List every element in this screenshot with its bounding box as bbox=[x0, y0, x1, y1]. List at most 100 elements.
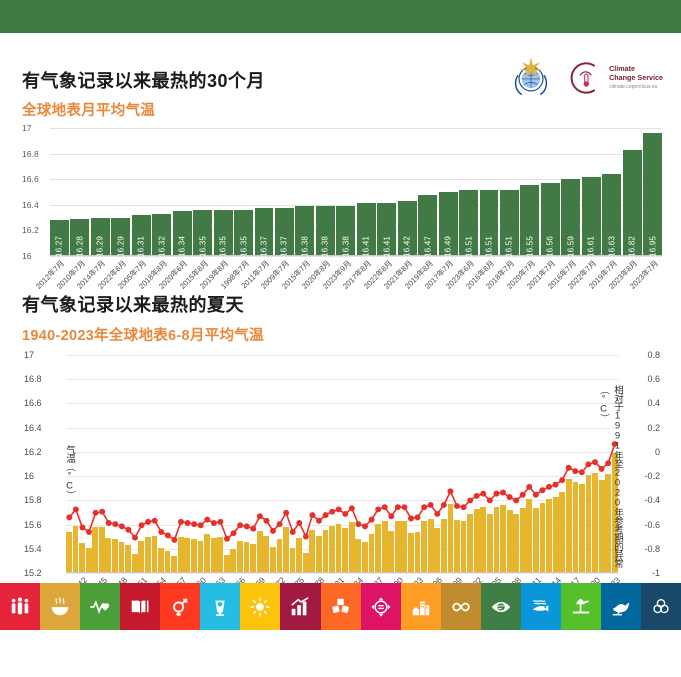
chart2-bar[interactable] bbox=[388, 530, 395, 572]
chart1-bar[interactable]: 16.41 bbox=[356, 202, 376, 257]
chart1-bar[interactable]: 16.47 bbox=[418, 194, 438, 257]
chart2-data-point[interactable] bbox=[197, 522, 204, 529]
chart2-bar[interactable] bbox=[250, 544, 256, 572]
sdg-6-clean-water-icon[interactable] bbox=[200, 583, 241, 630]
chart2-bar[interactable] bbox=[296, 538, 303, 572]
chart2-bar[interactable] bbox=[460, 521, 467, 572]
chart2-data-point[interactable] bbox=[217, 518, 224, 525]
chart2-data-point[interactable] bbox=[434, 510, 441, 517]
chart2-bar[interactable] bbox=[526, 499, 533, 572]
chart1-bar[interactable]: 16.29 bbox=[90, 217, 110, 257]
chart2-data-point[interactable] bbox=[191, 521, 198, 528]
chart2-bar[interactable] bbox=[151, 535, 158, 572]
sdg-3-good-health-icon[interactable] bbox=[80, 583, 121, 630]
chart2-data-point[interactable] bbox=[381, 504, 388, 511]
chart2-bar[interactable] bbox=[414, 532, 421, 572]
chart1-bar[interactable]: 16.63 bbox=[602, 174, 622, 257]
sdg-5-gender-equality-icon[interactable] bbox=[160, 583, 201, 630]
chart2-data-point[interactable] bbox=[92, 509, 99, 516]
chart2-bar[interactable] bbox=[440, 518, 447, 572]
chart2-bar[interactable] bbox=[355, 539, 362, 572]
chart1-bar[interactable]: 16.37 bbox=[254, 207, 274, 257]
chart2-data-point[interactable] bbox=[79, 524, 86, 531]
chart1-bar[interactable]: 16.35 bbox=[193, 210, 213, 257]
chart2-bar[interactable] bbox=[98, 527, 105, 572]
chart2-bar[interactable] bbox=[243, 541, 250, 572]
chart2-data-point[interactable] bbox=[605, 460, 612, 467]
chart2-bar[interactable] bbox=[565, 478, 572, 572]
chart2-data-point[interactable] bbox=[171, 536, 178, 543]
chart2-data-point[interactable] bbox=[552, 481, 559, 488]
chart2-bar[interactable] bbox=[309, 529, 316, 572]
chart2-data-point[interactable] bbox=[322, 512, 329, 519]
chart2-data-point[interactable] bbox=[289, 529, 296, 535]
chart2-bar[interactable] bbox=[500, 505, 506, 572]
chart2-data-point[interactable] bbox=[401, 504, 408, 511]
chart2-data-point[interactable] bbox=[178, 518, 184, 525]
chart2-bar[interactable] bbox=[322, 529, 329, 572]
chart2-data-point[interactable] bbox=[125, 526, 132, 533]
chart2-bar[interactable] bbox=[342, 528, 349, 572]
chart2-data-point[interactable] bbox=[421, 504, 428, 511]
chart2-bar[interactable] bbox=[256, 530, 263, 572]
sdg-15-life-on-land-icon[interactable] bbox=[560, 583, 601, 630]
chart2-bar[interactable] bbox=[559, 492, 566, 572]
chart2-bar[interactable] bbox=[487, 513, 493, 572]
chart1-bar[interactable]: 16.61 bbox=[581, 176, 601, 257]
chart2-bar[interactable] bbox=[394, 521, 401, 572]
chart2-data-point[interactable] bbox=[565, 464, 572, 471]
chart2-data-point[interactable] bbox=[112, 521, 119, 528]
chart2-bar[interactable] bbox=[447, 504, 454, 572]
chart2-bar[interactable] bbox=[204, 534, 210, 572]
sdg-17-partnerships-icon[interactable] bbox=[641, 583, 681, 630]
chart2-data-point[interactable] bbox=[316, 517, 322, 524]
chart2-bar[interactable] bbox=[289, 547, 296, 572]
chart2-data-point[interactable] bbox=[440, 501, 447, 508]
chart2-bar[interactable] bbox=[375, 523, 381, 572]
chart2-data-point[interactable] bbox=[585, 461, 592, 468]
chart2-data-point[interactable] bbox=[151, 517, 158, 524]
sdg-14-life-below-water-icon[interactable] bbox=[520, 583, 561, 630]
chart2-data-point[interactable] bbox=[598, 465, 605, 472]
chart2-data-point[interactable] bbox=[250, 525, 257, 532]
chart2-bar[interactable] bbox=[112, 539, 118, 572]
chart2-bar[interactable] bbox=[184, 538, 191, 572]
chart1-bar[interactable]: 16.37 bbox=[274, 207, 294, 257]
chart2-data-point[interactable] bbox=[414, 514, 421, 521]
chart1-bar[interactable]: 16.82 bbox=[622, 150, 642, 257]
chart2-bar[interactable] bbox=[302, 552, 309, 572]
chart2-bar[interactable] bbox=[237, 540, 243, 572]
chart2-data-point[interactable] bbox=[506, 494, 513, 501]
sdg-16-peace-justice-icon[interactable] bbox=[600, 583, 641, 630]
chart2-bar[interactable] bbox=[177, 536, 184, 572]
chart1-bar[interactable]: 16.55 bbox=[520, 184, 540, 257]
chart2-bar[interactable] bbox=[513, 513, 520, 572]
chart2-bar[interactable] bbox=[408, 533, 414, 572]
chart2-data-point[interactable] bbox=[105, 519, 112, 526]
chart2-data-point[interactable] bbox=[539, 487, 546, 494]
chart2-data-point[interactable] bbox=[158, 529, 165, 535]
chart1-bar[interactable]: 16.38 bbox=[315, 206, 335, 257]
chart2-data-point[interactable] bbox=[368, 516, 375, 523]
sdg-13-climate-action-icon[interactable] bbox=[480, 583, 521, 630]
chart2-data-point[interactable] bbox=[592, 459, 598, 466]
chart2-bar[interactable] bbox=[533, 507, 539, 572]
chart2-bar[interactable] bbox=[579, 483, 585, 572]
chart1-bar[interactable]: 16.51 bbox=[479, 189, 499, 257]
chart2-data-point[interactable] bbox=[493, 490, 500, 497]
chart2-bar[interactable] bbox=[434, 528, 441, 572]
chart2-data-point[interactable] bbox=[480, 490, 487, 497]
chart2-data-point[interactable] bbox=[164, 532, 171, 539]
chart2-data-point[interactable] bbox=[375, 506, 382, 513]
chart2-bar[interactable] bbox=[480, 506, 487, 572]
chart2-data-point[interactable] bbox=[559, 477, 566, 484]
chart2-data-point[interactable] bbox=[302, 533, 309, 540]
chart2-data-point[interactable] bbox=[86, 529, 92, 535]
chart2-data-point[interactable] bbox=[99, 508, 106, 515]
chart2-data-point[interactable] bbox=[362, 523, 368, 530]
chart2-bar[interactable] bbox=[539, 502, 546, 572]
chart2-bar[interactable] bbox=[348, 522, 355, 572]
chart2-bar[interactable] bbox=[493, 506, 500, 572]
chart2-data-point[interactable] bbox=[342, 510, 349, 517]
chart2-data-point[interactable] bbox=[546, 483, 552, 490]
